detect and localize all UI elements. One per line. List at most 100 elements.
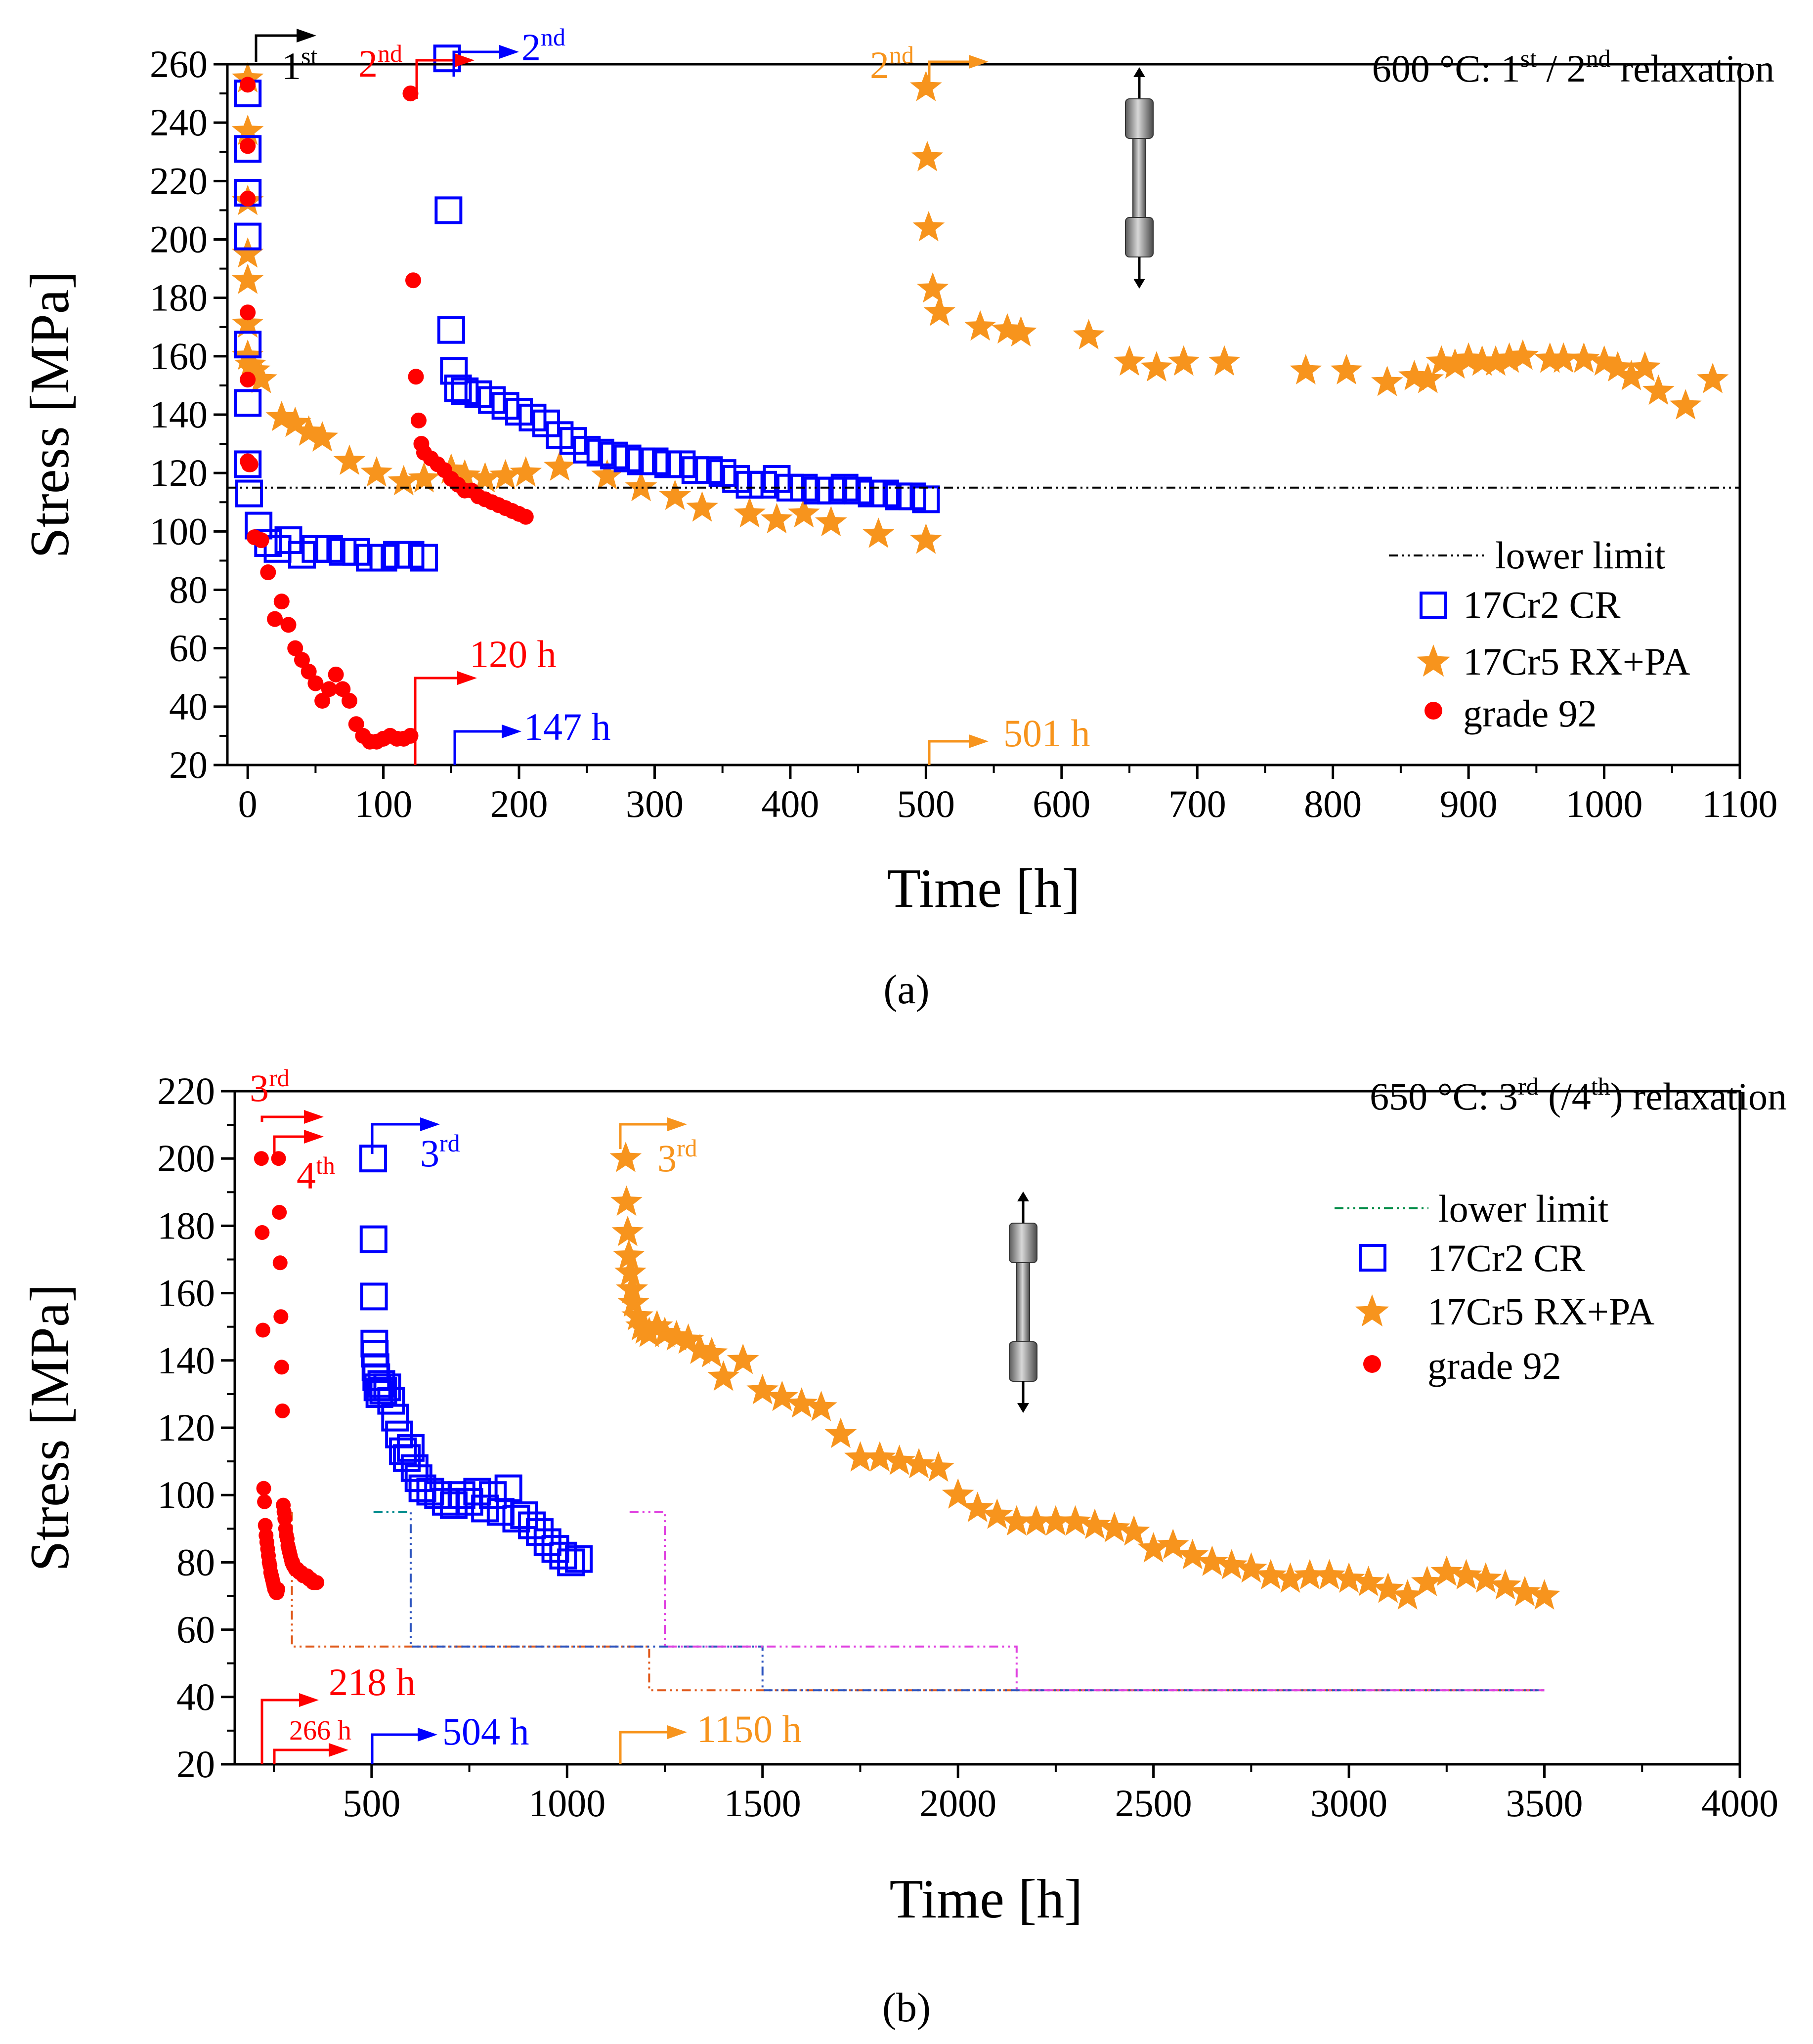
x-tick-label: 2000: [919, 1782, 996, 1825]
rx-point: [1274, 1562, 1306, 1593]
panel-a-title: 600 °C: 1st / 2nd relaxation: [1372, 44, 1774, 90]
panel-b-lower-limit: [291, 1511, 1545, 1692]
g92-point: [301, 663, 317, 680]
rx-point: [1073, 319, 1105, 349]
rx-point: [1629, 351, 1661, 382]
panel-a-chart: 0 100 200 300 400 500 600 700 800 900 1000 1100 20 40…: [19, 23, 1778, 1013]
rx-point: [1330, 354, 1363, 384]
rx-point: [1450, 1559, 1482, 1590]
rx-point: [863, 517, 895, 548]
g92-point: [272, 1205, 287, 1220]
g92-time-label: 120 h: [470, 633, 557, 676]
legend-b-g92-label: grade 92: [1427, 1344, 1561, 1387]
rx-point: [672, 1323, 704, 1354]
panel-a-y-axis-label: Stress [MPa]: [19, 271, 81, 558]
rx-point: [1059, 1505, 1091, 1536]
g92-point: [287, 640, 303, 656]
rx-point: [388, 465, 420, 496]
x-tick-label: 500: [897, 782, 955, 825]
rx-point: [1215, 1549, 1248, 1579]
rx-point: [883, 1445, 915, 1475]
rx-point: [611, 1216, 644, 1246]
panel-b-data-points: [254, 1142, 1560, 1610]
g92-fourth-arrow: [273, 1135, 316, 1161]
g92-fourth-label: 4th: [297, 1151, 335, 1197]
y-tick-label: 80: [176, 1540, 215, 1583]
rx-point: [707, 1360, 739, 1391]
rx-point: [1489, 1569, 1521, 1600]
panel-b-chart: 500 1000 1500 2000 2500 3000 3500 4000 20 40 60 80 1…: [19, 1064, 1787, 2031]
g92-time-arrow: [414, 677, 470, 765]
rx-point: [1509, 1576, 1541, 1607]
y-tick-label: 40: [176, 1675, 215, 1718]
rx-point: [1098, 1512, 1130, 1542]
rx-point: [824, 1417, 857, 1448]
g92-point: [280, 617, 297, 633]
y-tick-label: 240: [150, 101, 208, 144]
rx-time-label-b: 1150 h: [697, 1707, 802, 1750]
rx-point: [231, 263, 264, 294]
rx-point: [903, 1448, 935, 1479]
cr-point: [359, 1225, 388, 1253]
cr-point: [367, 1370, 395, 1398]
x-tick-label: 0: [238, 782, 258, 825]
tensile-specimen-icon: [1125, 67, 1154, 289]
x-tick-label: 1000: [1566, 782, 1643, 825]
g92-time2-arrow: [273, 1748, 341, 1764]
panel-b-annotations: 3rd 4th 3rd 3rd 218 h 266 h 504 h 1150 h: [250, 1064, 802, 1764]
y-tick-label: 60: [176, 1608, 215, 1651]
cr-time-arrow-b: [371, 1733, 430, 1764]
cr-point: [549, 1541, 577, 1570]
cr-point: [434, 196, 463, 224]
legend-cr-label: 17Cr2 CR: [1463, 583, 1621, 626]
cr-third-arrow: [371, 1123, 432, 1154]
rx-point: [766, 1380, 798, 1411]
y-tick-label: 100: [157, 1473, 215, 1516]
rx-point: [1005, 316, 1037, 347]
panel-a-x-axis-label: Time [h]: [887, 858, 1080, 919]
cr-point: [381, 1404, 409, 1432]
rx-point: [1079, 1508, 1111, 1539]
y-tick-label: 160: [157, 1272, 215, 1315]
panel-a-label: (a): [883, 967, 929, 1013]
rx-point: [761, 503, 793, 534]
g92-point: [260, 564, 276, 581]
panel-b-tick-labels: 500 1000 1500 2000 2500 3000 3500 4000 20 40 60 80 1…: [157, 1069, 1778, 1825]
x-tick-label: 600: [1033, 782, 1090, 825]
x-tick-label: 2500: [1115, 1782, 1192, 1825]
rx-point: [1412, 363, 1444, 393]
x-tick-label: 500: [343, 1782, 400, 1825]
rx-point: [1039, 1505, 1072, 1536]
rx-point: [1113, 345, 1146, 376]
rx-point: [1615, 360, 1647, 390]
rx-point: [306, 421, 339, 452]
legend-lower-limit-label: lower limit: [1495, 534, 1666, 577]
lower-limit-step-line: [629, 1511, 1545, 1692]
rx-point: [633, 1317, 665, 1347]
g92-point: [410, 412, 427, 428]
cr-point: [360, 1329, 388, 1358]
legend-b-cr-label: 17Cr2 CR: [1427, 1236, 1585, 1279]
y-tick-label: 120: [150, 451, 208, 494]
g92-point: [242, 456, 259, 472]
cr-second-label: 2nd: [521, 23, 565, 69]
rx-point: [923, 296, 956, 326]
g92-point: [255, 1225, 270, 1240]
rx-point: [916, 272, 949, 303]
y-tick-label: 140: [157, 1339, 215, 1382]
rx-point: [1507, 339, 1539, 370]
g92-point: [275, 1403, 290, 1418]
panel-b-x-axis-label: Time [h]: [889, 1869, 1082, 1930]
x-tick-label: 1000: [528, 1782, 605, 1825]
legend-b-rx-swatch: [1355, 1294, 1389, 1327]
g92-point: [314, 693, 331, 709]
legend-b-g92-swatch: [1363, 1355, 1381, 1373]
rx-point: [1391, 1579, 1424, 1610]
rx-third-arrow: [619, 1123, 680, 1149]
rx-point: [408, 462, 440, 493]
y-tick-label: 180: [157, 1204, 215, 1247]
rx-point: [1254, 1559, 1287, 1590]
cr-point: [369, 1377, 397, 1405]
cr-point: [234, 389, 262, 417]
y-tick-label: 20: [176, 1743, 215, 1786]
